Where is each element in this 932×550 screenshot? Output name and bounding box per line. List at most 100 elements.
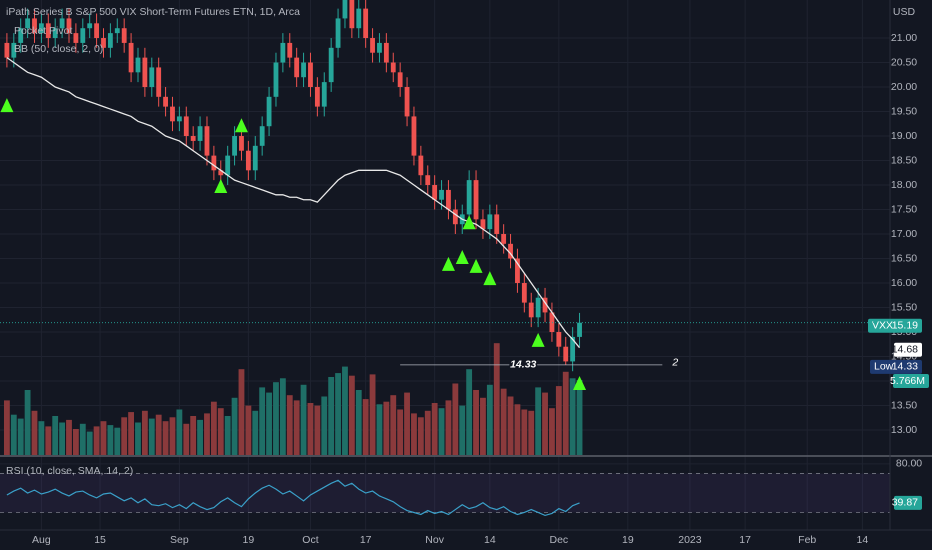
- candle-body: [266, 96, 272, 127]
- volume-bar: [390, 395, 397, 455]
- candle-body: [66, 18, 72, 34]
- volume-bar: [383, 401, 390, 455]
- volume-bar: [259, 387, 266, 455]
- candle-body: [183, 116, 189, 137]
- chart-title: iPath Series B S&P 500 VIX Short-Term Fu…: [6, 6, 300, 18]
- volume-bar: [231, 397, 238, 455]
- volume-bar: [342, 366, 348, 455]
- volume-bar: [328, 376, 335, 455]
- volume-bar: [169, 417, 176, 455]
- y-tick-label: 13.50: [891, 399, 917, 411]
- candle-body: [142, 57, 148, 88]
- y-tick-label: 20.00: [891, 81, 917, 93]
- candle-body: [301, 62, 306, 78]
- volume-bar: [521, 409, 528, 455]
- candle-body: [480, 219, 486, 230]
- volume-bar: [190, 415, 197, 455]
- y-tick-label: 13.00: [891, 424, 917, 436]
- candle-body: [101, 38, 106, 48]
- candle-body: [487, 214, 493, 230]
- pocket-pivot: [573, 375, 587, 390]
- x-tick-label: 19: [243, 534, 255, 546]
- low-label: Low: [874, 361, 894, 373]
- volume-bar: [314, 405, 321, 455]
- volume-bar: [266, 392, 272, 455]
- candle-body: [446, 189, 451, 210]
- y-tick-label: 19.00: [891, 130, 917, 142]
- volume-bar: [411, 413, 417, 455]
- y-tick-label: 17.50: [891, 203, 917, 215]
- volume-bar: [24, 389, 31, 455]
- candle-body: [452, 209, 458, 225]
- volume-bar: [148, 418, 155, 455]
- volume-bar: [245, 405, 252, 455]
- volume-bar: [445, 400, 452, 455]
- volume-bar: [355, 389, 362, 455]
- x-tick-label: 15: [94, 534, 106, 546]
- candle-body: [73, 33, 79, 43]
- volume-bar: [183, 423, 190, 455]
- volume-bar: [176, 409, 183, 455]
- candle-body: [114, 28, 120, 34]
- volume-bar: [17, 418, 24, 455]
- candle-body: [280, 42, 286, 63]
- volume-bar: [10, 414, 17, 455]
- candle-body: [556, 332, 562, 347]
- candle-body: [521, 283, 527, 303]
- candle-body: [252, 145, 258, 171]
- volume-bar: [155, 414, 162, 455]
- volume-bar: [486, 384, 493, 455]
- volume-bar: [293, 400, 300, 455]
- candle-body: [94, 23, 100, 39]
- x-tick-label: Feb: [798, 534, 816, 546]
- y-tick-label: 19.50: [891, 105, 917, 117]
- candle-body: [397, 72, 403, 88]
- volume-last-box: [893, 374, 929, 389]
- volume-bar: [417, 417, 424, 455]
- candle-body: [245, 150, 251, 171]
- candle-body: [542, 297, 548, 313]
- candle-body: [18, 28, 24, 43]
- y-tick-label: 15.50: [891, 301, 917, 313]
- volume-bar: [128, 412, 134, 455]
- candle-body: [225, 155, 231, 176]
- x-tick-label: 14: [484, 534, 496, 546]
- last-price: 15.19: [892, 319, 918, 331]
- candle-body: [163, 96, 168, 107]
- candle-body: [335, 18, 341, 48]
- rsi-last: 39.87: [892, 497, 918, 509]
- candle-body: [390, 62, 396, 73]
- low-price: 14.33: [892, 361, 918, 373]
- pocket-pivot: [483, 271, 497, 286]
- x-tick-label: 17: [360, 534, 372, 546]
- pocket-pivot: [0, 98, 14, 113]
- rsi-line: [6, 479, 580, 517]
- volume-bar: [335, 373, 341, 455]
- rsi-title: RSI (10, close, SMA, 14, 2): [6, 465, 133, 477]
- rsi-band: [0, 473, 890, 513]
- candle-body: [570, 336, 576, 362]
- candle-body: [52, 28, 58, 39]
- low-price-box: [870, 359, 922, 374]
- indicator-label: Pocket Pivot: [14, 25, 72, 37]
- candle-body: [563, 346, 569, 362]
- candle-body: [87, 23, 93, 29]
- volume-bar: [369, 374, 376, 455]
- candle-body: [176, 116, 182, 122]
- volume-bar: [72, 428, 79, 455]
- candle-body: [156, 67, 162, 97]
- rsi-last-box: [894, 495, 922, 510]
- volume-bar: [38, 421, 45, 455]
- candle-body: [466, 180, 472, 215]
- volume-bar: [404, 392, 410, 455]
- candle-body: [515, 258, 520, 284]
- candle-body: [577, 322, 582, 337]
- candle-body: [501, 234, 507, 244]
- pocket-pivot: [531, 332, 545, 347]
- x-tick-label: Nov: [425, 534, 444, 546]
- x-tick-label: 19: [622, 534, 634, 546]
- volume-bar: [204, 413, 210, 455]
- volume-bar: [562, 371, 569, 455]
- candle-body: [404, 87, 410, 117]
